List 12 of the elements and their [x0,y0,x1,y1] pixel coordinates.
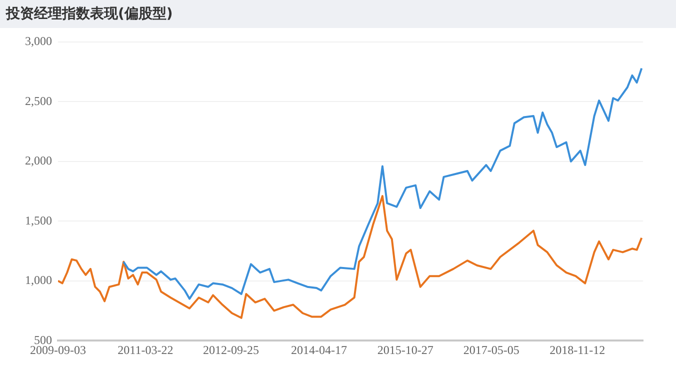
x-tick-label: 2014-04-17 [291,342,348,357]
y-tick-label: 1,000 [25,273,52,288]
y-tick-label: 3,000 [25,34,52,48]
y-tick-label: 2,000 [25,154,52,168]
y-tick-label: 2,500 [25,94,52,108]
x-tick-label: 2017-05-05 [463,342,520,357]
x-tick-label: 2018-11-12 [550,342,606,357]
x-tick-label: 2011-03-22 [118,342,174,357]
x-tick-label: 2015-10-27 [377,342,434,357]
chart-title: 投资经理指数表现(偏股型) [0,0,676,28]
x-tick-label: 2012-09-25 [202,342,259,357]
y-tick-label: 1,500 [25,213,52,228]
